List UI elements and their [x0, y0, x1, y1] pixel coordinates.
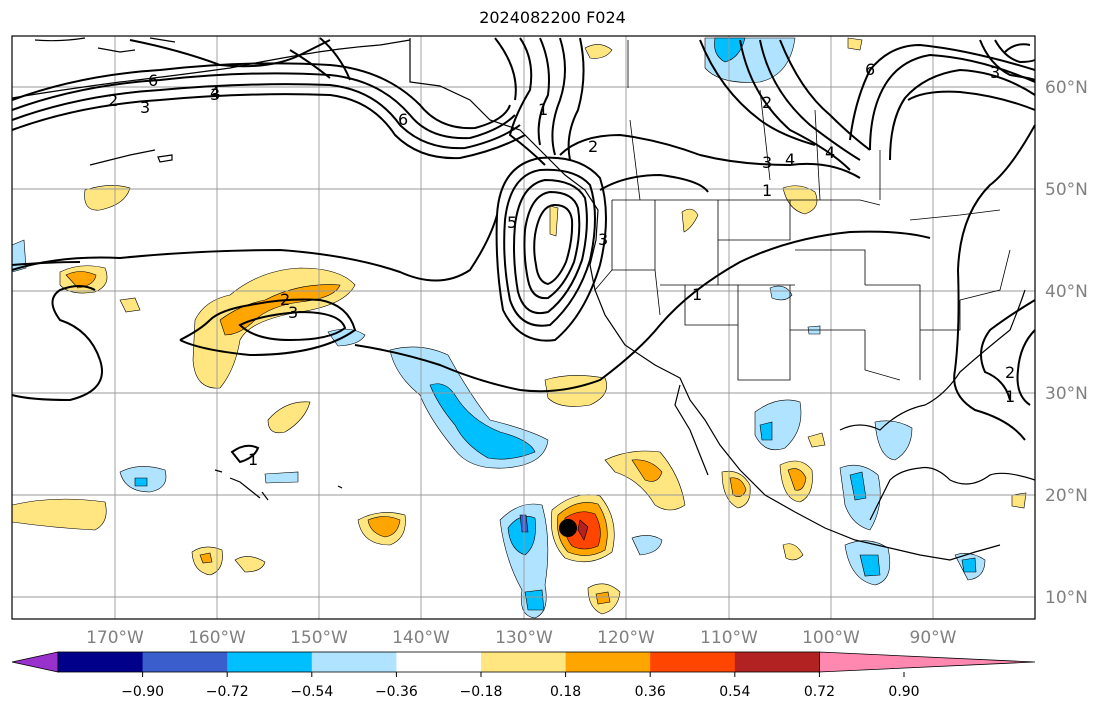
colorbar-tick-label: 0.54 — [719, 684, 750, 700]
map-frame — [11, 35, 1036, 620]
colorbar-tick-label: 0.72 — [804, 684, 835, 700]
contour-label: 2 — [1005, 363, 1015, 382]
colorbar-tick-label: −0.90 — [121, 684, 164, 700]
lon-label: 160°W — [188, 628, 246, 648]
colorbar-outline — [57, 651, 820, 673]
contour-label: 3 — [762, 153, 772, 172]
contour-label: 2 — [762, 93, 772, 112]
contour-label: 3 — [288, 303, 298, 322]
contour-label: 1 — [248, 450, 258, 469]
contour-label: 1 — [538, 100, 548, 119]
contour-label: 1 — [692, 285, 702, 304]
lat-label: 50°N — [1045, 180, 1088, 200]
colorbar-extend-high — [819, 651, 1036, 673]
contour-label: 5 — [507, 213, 517, 232]
colorbar-segment — [481, 652, 567, 672]
contour-label: 4 — [210, 83, 220, 102]
contour-label: 2 — [108, 91, 118, 110]
colorbar-segment — [142, 652, 228, 672]
lon-label: 170°W — [86, 628, 144, 648]
lat-label: 10°N — [1045, 588, 1088, 608]
contour-label: 4 — [785, 150, 795, 169]
contour-label: 3 — [210, 85, 220, 104]
lon-label: 130°W — [495, 628, 553, 648]
contour-label: 2 — [588, 137, 598, 156]
colorbar-tick-label: 0.90 — [888, 684, 919, 700]
state-borders — [594, 40, 1011, 381]
contour-label: 3 — [598, 230, 608, 249]
colorbar-segment — [396, 652, 482, 672]
colorbar-tick-label: 0.36 — [635, 684, 666, 700]
contour-labels: 2 3 4 6 1 2 3 4 6 2 3 1 2 1 3 6 2 3 5 1 … — [108, 60, 1015, 469]
colorbar-segment — [58, 652, 144, 672]
colorbar-tick-label: 0.18 — [550, 684, 581, 700]
latitude-labels: 60°N 50°N 40°N 30°N 20°N 10°N — [1045, 78, 1088, 608]
colorbar-segment — [650, 652, 736, 672]
longitude-labels: 170°W 160°W 150°W 140°W 130°W 120°W 110°… — [86, 628, 957, 648]
colorbar-tick-label: −0.54 — [290, 684, 333, 700]
colorbar-tick-label: −0.72 — [206, 684, 249, 700]
map-title: 2024082200 F024 — [479, 8, 626, 27]
contour-label: 1 — [762, 181, 772, 200]
lon-label: 150°W — [290, 628, 348, 648]
lon-label: 140°W — [392, 628, 450, 648]
colorbar-tick-label: −0.18 — [460, 684, 503, 700]
storm-center-marker — [559, 519, 577, 537]
contour-label: 6 — [865, 60, 875, 79]
contour-label: 4 — [825, 143, 835, 162]
contour-label: 6 — [148, 71, 158, 90]
contour-label: 1 — [1005, 387, 1015, 406]
lat-label: 30°N — [1045, 384, 1088, 404]
contour-label: 3 — [990, 63, 1000, 82]
lon-label: 90°W — [910, 628, 957, 648]
colorbar-segment — [734, 652, 820, 672]
lon-label: 100°W — [802, 628, 860, 648]
colorbar-tick-label: −0.36 — [375, 684, 418, 700]
graticule — [12, 36, 1035, 619]
contour-label: 3 — [140, 98, 150, 117]
lon-label: 120°W — [597, 628, 655, 648]
contour-label: 6 — [398, 110, 408, 129]
contours — [11, 37, 1036, 464]
colorbar: −0.90 −0.72 −0.54 −0.36 −0.18 0.18 0.36 0.54 0.7… — [11, 651, 1036, 700]
contour-label: 2 — [280, 290, 290, 309]
colorbar-segment — [227, 652, 313, 672]
lat-label: 40°N — [1045, 282, 1088, 302]
colorbar-extend-low — [11, 651, 59, 673]
lat-label: 20°N — [1045, 486, 1088, 506]
colorbar-segment — [311, 652, 397, 672]
lon-label: 110°W — [700, 628, 758, 648]
colorbar-segment — [565, 652, 651, 672]
lat-label: 60°N — [1045, 78, 1088, 98]
